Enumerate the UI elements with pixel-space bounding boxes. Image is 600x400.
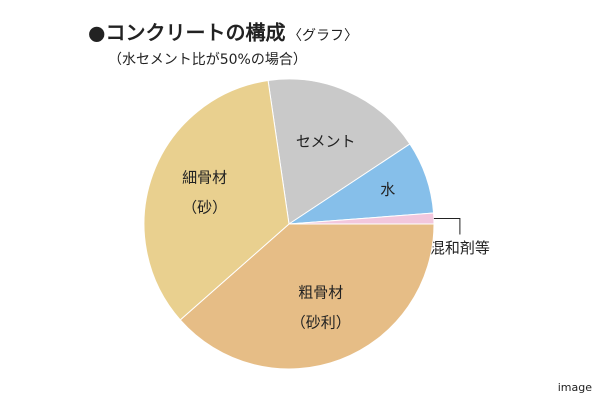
slice-label: 粗骨材 [298,284,343,302]
slice-label: （砂） [182,199,227,217]
caption: image [558,381,592,394]
slice-label: セメント [296,132,356,150]
pie-slice [143,79,290,321]
slice-label: 水 [380,181,395,199]
chart-title: ●コンクリートの構成 [88,21,285,45]
leader-line [433,217,461,235]
title-note: 〈グラフ〉 [288,28,358,44]
subtitle: （水セメント比が50%の場合） [108,52,307,68]
slice-label: 細骨材 [182,169,227,187]
pie-slice [267,78,411,225]
slice-label: （砂利） [291,314,351,332]
pie-slice [179,223,435,370]
slice-label: 混和剤等 [430,239,490,257]
